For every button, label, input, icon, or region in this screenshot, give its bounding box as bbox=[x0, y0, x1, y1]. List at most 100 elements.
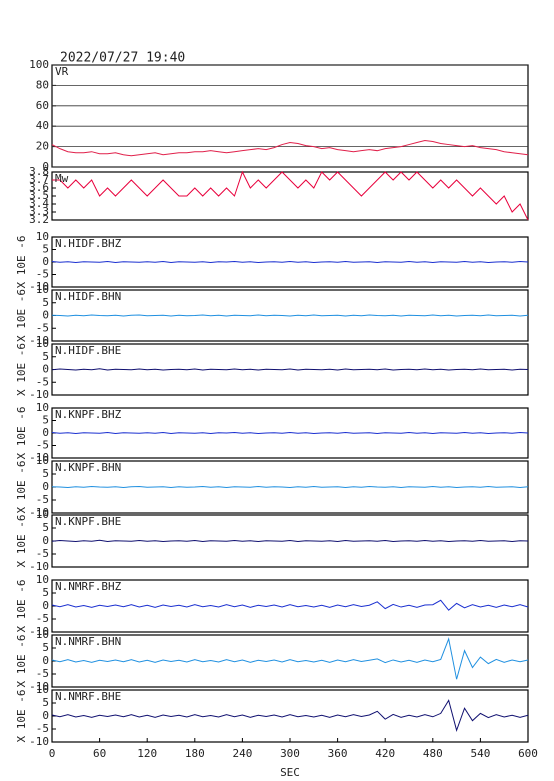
y-tick-label: 20 bbox=[36, 140, 49, 153]
x-axis-label: SEC bbox=[280, 766, 300, 779]
x-tick-label: 480 bbox=[423, 747, 443, 760]
panel-frame bbox=[51, 579, 529, 633]
y-tick-label: 5 bbox=[42, 586, 49, 599]
y-tick-label: 5 bbox=[42, 296, 49, 309]
y-tick-label: 5 bbox=[42, 243, 49, 256]
trace bbox=[51, 699, 529, 732]
y-tick-label: 10 bbox=[36, 230, 49, 243]
y-tick-label: 3.6 bbox=[29, 181, 49, 194]
y-tick-label: 5 bbox=[42, 696, 49, 709]
y-tick-label: 10 bbox=[36, 683, 49, 696]
panel-title: Mw bbox=[55, 172, 69, 185]
y-axis-label: X 10E -6 bbox=[15, 690, 28, 743]
y-tick-label: 5 bbox=[42, 467, 49, 480]
y-axis-label: X 10E -6 bbox=[15, 515, 28, 568]
y-tick-label: -10 bbox=[29, 625, 49, 638]
y-tick-label: 10 bbox=[36, 401, 49, 414]
panel-title: N.NMRF.BHE bbox=[55, 690, 121, 703]
y-axis-label: X 10E -6 bbox=[15, 461, 28, 514]
trace bbox=[51, 260, 529, 264]
panel-frame bbox=[51, 64, 529, 168]
y-axis-label: X 10E -6 bbox=[15, 236, 28, 289]
panel-frame bbox=[51, 289, 529, 342]
y-tick-label: -10 bbox=[29, 388, 49, 401]
x-tick-label: 300 bbox=[280, 747, 300, 760]
trace bbox=[51, 139, 529, 157]
panel-title: VR bbox=[55, 65, 69, 78]
y-tick-label: -5 bbox=[36, 722, 49, 735]
x-tick-label: 420 bbox=[375, 747, 395, 760]
x-tick-label: 180 bbox=[185, 747, 205, 760]
y-tick-label: 5 bbox=[42, 641, 49, 654]
y-tick-label: -10 bbox=[29, 680, 49, 693]
panel-frame bbox=[51, 689, 529, 743]
y-tick-label: -10 bbox=[29, 506, 49, 519]
x-tick-label: 60 bbox=[93, 747, 106, 760]
y-tick-label: 3.4 bbox=[29, 197, 49, 210]
y-tick-label: 5 bbox=[42, 414, 49, 427]
panel-title: N.NMRF.BHZ bbox=[55, 580, 122, 593]
y-tick-label: -5 bbox=[36, 547, 49, 560]
y-tick-label: 60 bbox=[36, 99, 49, 112]
y-tick-label: 10 bbox=[36, 508, 49, 521]
y-axis-label: X 10E -6 bbox=[15, 407, 28, 460]
panel-frame bbox=[51, 460, 529, 514]
trace bbox=[51, 485, 529, 489]
y-tick-label: -10 bbox=[29, 451, 49, 464]
y-tick-label: -5 bbox=[36, 268, 49, 281]
trace bbox=[52, 170, 529, 221]
y-tick-label: 3.5 bbox=[29, 189, 49, 202]
y-tick-label: 0 bbox=[42, 480, 49, 493]
y-tick-label: 0 bbox=[42, 160, 49, 173]
y-tick-label: 5 bbox=[42, 350, 49, 363]
timestamp: 2022/07/27 19:40 bbox=[60, 51, 185, 66]
y-tick-label: 5 bbox=[42, 521, 49, 534]
y-tick-label: 0 bbox=[42, 363, 49, 376]
trace bbox=[51, 599, 529, 611]
y-tick-label: -5 bbox=[36, 667, 49, 680]
y-tick-label: 100 bbox=[29, 58, 49, 71]
y-tick-label: -5 bbox=[36, 321, 49, 334]
y-tick-label: -5 bbox=[36, 439, 49, 452]
trace bbox=[51, 314, 529, 317]
trace bbox=[51, 431, 529, 435]
trace bbox=[51, 539, 529, 543]
y-tick-label: -10 bbox=[29, 560, 49, 573]
y-tick-label: 3.8 bbox=[29, 165, 49, 178]
x-tick-label: 360 bbox=[328, 747, 348, 760]
y-tick-label: 0 bbox=[42, 255, 49, 268]
y-tick-label: -10 bbox=[29, 334, 49, 347]
y-tick-label: 3.3 bbox=[29, 205, 49, 218]
x-tick-label: 600 bbox=[518, 747, 538, 760]
x-tick-label: 540 bbox=[470, 747, 490, 760]
trace bbox=[51, 368, 529, 371]
panel-title: N.HIDF.BHZ bbox=[55, 237, 122, 250]
y-tick-label: 0 bbox=[42, 534, 49, 547]
panel-title: N.HIDF.BHN bbox=[55, 290, 121, 303]
y-axis-label: X 10E -6 bbox=[15, 635, 28, 688]
y-tick-label: 10 bbox=[36, 628, 49, 641]
y-tick-label: -5 bbox=[36, 375, 49, 388]
y-tick-label: -5 bbox=[36, 612, 49, 625]
panel-title: N.KNPF.BHN bbox=[55, 461, 121, 474]
y-tick-label: -5 bbox=[36, 493, 49, 506]
panel-title: N.KNPF.BHE bbox=[55, 515, 121, 528]
y-tick-label: 40 bbox=[36, 119, 49, 132]
y-tick-label: 3.2 bbox=[29, 213, 49, 226]
trace bbox=[51, 637, 529, 680]
y-tick-label: 0 bbox=[42, 426, 49, 439]
y-axis-label: X 10E -6 bbox=[15, 580, 28, 633]
y-tick-label: -10 bbox=[29, 735, 49, 748]
y-axis-label: X 10E -6 bbox=[15, 289, 28, 342]
y-tick-label: 10 bbox=[36, 454, 49, 467]
y-tick-label: -10 bbox=[29, 280, 49, 293]
panel-title: N.HIDF.BHE bbox=[55, 344, 121, 357]
y-axis-label: X 10E -6 bbox=[15, 343, 28, 396]
y-tick-label: 3.7 bbox=[29, 173, 49, 186]
panel-title: N.NMRF.BHN bbox=[55, 635, 121, 648]
y-tick-label: 10 bbox=[36, 573, 49, 586]
panel-title: N.KNPF.BHZ bbox=[55, 408, 122, 421]
x-tick-label: 120 bbox=[137, 747, 157, 760]
